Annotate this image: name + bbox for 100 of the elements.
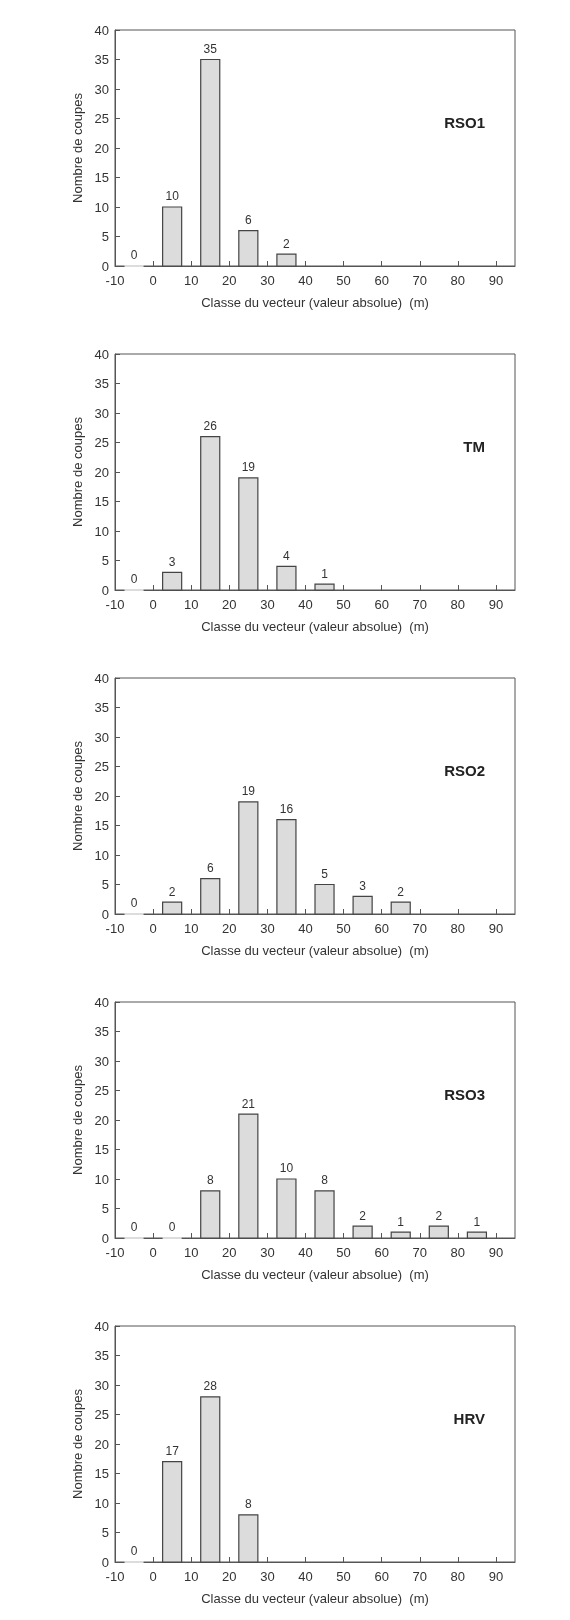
x-tick-label: 90 — [488, 1569, 504, 1584]
data-label: 17 — [165, 1444, 180, 1459]
x-axis-title: Classe du vecteur (valeur absolue) (m) — [201, 295, 429, 310]
x-tick-label: 90 — [488, 597, 504, 612]
data-label: 2 — [359, 1208, 367, 1223]
y-tick-label: 35 — [94, 1024, 109, 1039]
x-tick-label: -10 — [105, 1245, 125, 1260]
x-tick-label: 10 — [183, 597, 199, 612]
x-axis-title: Classe du vecteur (valeur absolue) (m) — [201, 943, 429, 958]
y-tick-label: 25 — [94, 111, 109, 126]
x-tick-label: 90 — [488, 1245, 504, 1260]
x-tick-label: 40 — [298, 921, 313, 936]
x-tick-label: 20 — [222, 921, 237, 936]
x-tick-label: 70 — [412, 273, 427, 288]
y-tick-label: 15 — [94, 1142, 109, 1157]
x-tick-label: 50 — [336, 1245, 351, 1260]
data-label: 3 — [168, 554, 176, 569]
data-label: 35 — [203, 41, 218, 56]
data-label: 19 — [241, 460, 256, 475]
text: RSO2 — [444, 762, 486, 779]
x-tick-label: -10 — [105, 921, 125, 936]
y-tick-label: 15 — [94, 170, 109, 185]
x-tick-label: 60 — [374, 597, 389, 612]
y-tick-label: 30 — [94, 405, 109, 421]
y-tick-label: 20 — [94, 464, 109, 480]
y-tick-label: 10 — [94, 199, 109, 215]
data-label: 10 — [165, 189, 180, 204]
x-tick-label: 0 — [149, 1569, 157, 1584]
y-axis-title: Nombre de coupes — [69, 1388, 85, 1499]
data-label: 4 — [283, 548, 291, 563]
y-tick-label: 30 — [94, 1377, 109, 1393]
x-tick-label: 40 — [298, 597, 313, 612]
y-tick-label: 40 — [94, 346, 109, 362]
y-tick-label: 5 — [101, 877, 109, 892]
x-tick-label: -10 — [105, 1569, 125, 1584]
y-tick-label: 30 — [94, 81, 109, 97]
data-label: 10 — [279, 1161, 294, 1176]
y-tick-label: 10 — [94, 523, 109, 539]
y-axis-title: Nombre de coupes — [69, 740, 85, 851]
x-axis-title: Classe du vecteur (valeur absolue) (m) — [201, 1591, 429, 1606]
data-label: 1 — [473, 1214, 481, 1229]
x-tick-label: 40 — [298, 1245, 313, 1260]
x-tick-label: 10 — [183, 921, 199, 936]
data-label: 28 — [203, 1379, 218, 1394]
x-tick-label: 20 — [222, 1245, 237, 1260]
data-label: 5 — [321, 866, 329, 881]
y-tick-label: 10 — [94, 1495, 109, 1511]
y-tick-label: 40 — [94, 670, 109, 686]
y-tick-label: 30 — [94, 729, 109, 745]
y-tick-label: 20 — [94, 140, 109, 156]
x-tick-label: 50 — [336, 597, 351, 612]
x-tick-label: 10 — [183, 1245, 199, 1260]
y-tick-label: 25 — [94, 759, 109, 774]
x-tick-label: 50 — [336, 921, 351, 936]
text: TM — [463, 438, 486, 455]
data-label: 2 — [435, 1208, 443, 1223]
y-tick-label: 40 — [94, 1318, 109, 1334]
data-label: 3 — [359, 878, 367, 893]
data-label: 0 — [130, 1220, 138, 1234]
data-label: 0 — [130, 572, 138, 586]
data-label: 1 — [397, 1214, 405, 1229]
data-label: 6 — [244, 213, 252, 227]
y-tick-label: 0 — [101, 1554, 109, 1570]
y-tick-label: 5 — [101, 1525, 109, 1540]
text: RSO3 — [444, 1086, 486, 1103]
data-label: 0 — [168, 1220, 176, 1234]
x-tick-label: 80 — [450, 273, 466, 288]
text: HRV — [453, 1410, 486, 1427]
y-tick-label: 25 — [94, 1407, 109, 1422]
y-tick-label: 25 — [94, 435, 109, 450]
x-tick-label: 10 — [183, 1569, 199, 1584]
y-tick-label: 20 — [94, 1112, 109, 1128]
y-tick-label: 5 — [101, 553, 109, 568]
x-tick-label: 30 — [260, 1569, 275, 1584]
x-tick-label: 70 — [412, 1245, 427, 1260]
x-axis-title: Classe du vecteur (valeur absolue) (m) — [201, 1267, 429, 1282]
data-label: 26 — [203, 419, 218, 433]
x-tick-label: 0 — [149, 597, 157, 612]
y-tick-label: 40 — [94, 22, 109, 38]
x-tick-label: 20 — [222, 1569, 237, 1584]
x-tick-label: 0 — [149, 1245, 157, 1260]
y-tick-label: 15 — [94, 494, 109, 509]
y-tick-label: 35 — [94, 700, 109, 715]
x-tick-label: 30 — [260, 1245, 275, 1260]
x-tick-label: 0 — [149, 921, 157, 936]
x-tick-label: -10 — [105, 273, 125, 288]
x-tick-label: 80 — [450, 1569, 466, 1584]
data-label: 8 — [206, 1173, 214, 1188]
x-tick-label: 80 — [450, 921, 466, 936]
data-label: 2 — [397, 884, 405, 899]
y-tick-label: 10 — [94, 1171, 109, 1187]
y-tick-label: 5 — [101, 229, 109, 244]
y-tick-label: 25 — [94, 1083, 109, 1098]
x-tick-label: 0 — [149, 273, 157, 288]
data-label: 6 — [206, 861, 214, 875]
y-tick-label: 20 — [94, 788, 109, 804]
x-axis-title: Classe du vecteur (valeur absolue) (m) — [201, 619, 429, 634]
y-tick-label: 10 — [94, 847, 109, 863]
x-tick-label: 80 — [450, 1245, 466, 1260]
x-tick-label: 90 — [488, 273, 504, 288]
